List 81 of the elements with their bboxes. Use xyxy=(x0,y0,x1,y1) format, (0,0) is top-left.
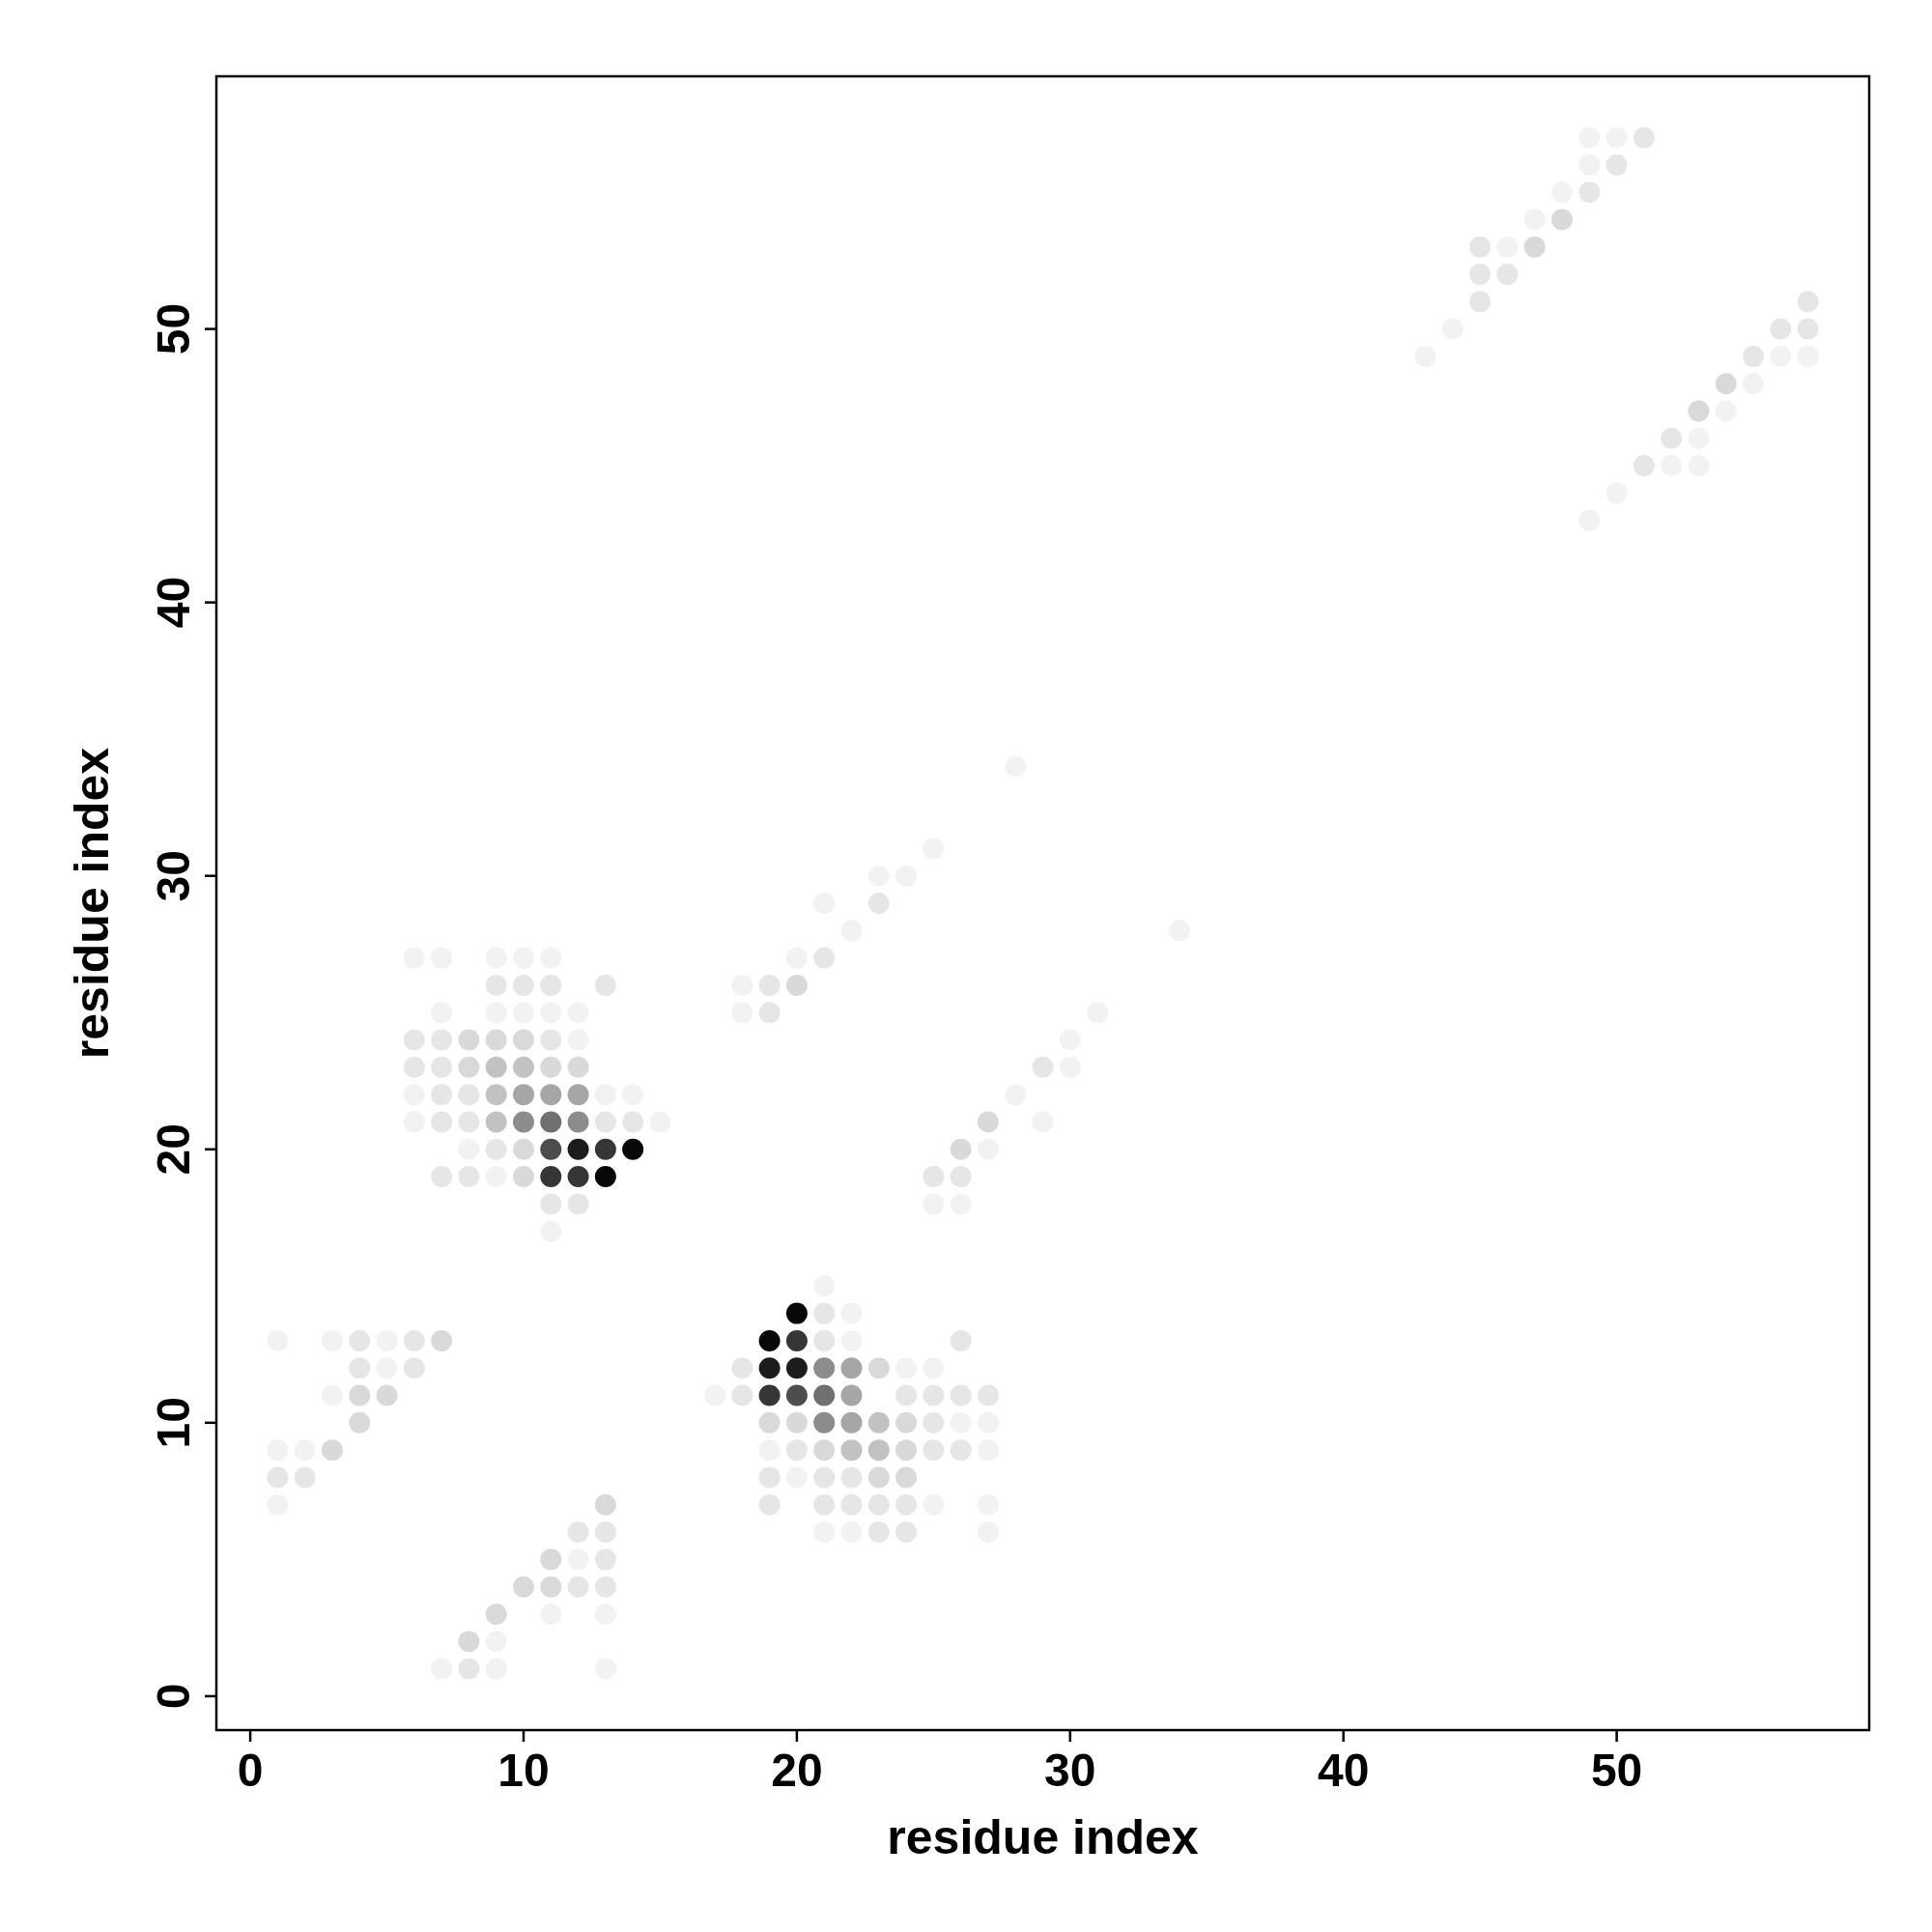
point xyxy=(785,1302,808,1324)
point xyxy=(758,1384,781,1406)
point xyxy=(840,1357,863,1379)
point xyxy=(895,1439,918,1462)
point xyxy=(540,1056,562,1078)
point xyxy=(458,1631,480,1653)
point xyxy=(485,1029,507,1051)
point xyxy=(1688,400,1710,422)
y-tick-label: 40 xyxy=(148,576,199,629)
point xyxy=(540,1111,562,1133)
y-tick-label: 20 xyxy=(148,1123,199,1176)
x-tick-label: 0 xyxy=(237,1745,264,1796)
point xyxy=(512,1166,534,1188)
x-tick-label: 40 xyxy=(1318,1745,1370,1796)
point xyxy=(431,1329,453,1351)
point xyxy=(785,1357,808,1379)
point xyxy=(540,1576,562,1598)
point xyxy=(813,1411,836,1434)
point xyxy=(1523,236,1546,258)
x-tick-label: 10 xyxy=(497,1745,550,1796)
x-tick-label: 30 xyxy=(1044,1745,1096,1796)
point xyxy=(485,1111,507,1133)
point xyxy=(512,1111,534,1133)
point xyxy=(594,1166,616,1188)
point xyxy=(785,1329,808,1351)
point xyxy=(512,1029,534,1051)
point xyxy=(622,1138,644,1160)
y-tick-label: 50 xyxy=(148,302,199,355)
point xyxy=(458,1029,480,1051)
point xyxy=(840,1384,863,1406)
point xyxy=(867,1411,890,1434)
point xyxy=(485,1084,507,1106)
y-tick-label: 10 xyxy=(148,1397,199,1449)
point xyxy=(567,1138,589,1160)
point xyxy=(485,1603,507,1625)
point xyxy=(840,1411,863,1434)
x-tick-label: 20 xyxy=(771,1745,823,1796)
point xyxy=(813,1357,836,1379)
point xyxy=(867,1466,890,1489)
point xyxy=(977,1111,999,1133)
point xyxy=(785,974,808,996)
point xyxy=(813,1384,836,1406)
point xyxy=(567,1166,589,1188)
point xyxy=(512,1056,534,1078)
point xyxy=(458,1056,480,1078)
point xyxy=(895,1466,918,1489)
point xyxy=(1551,209,1574,231)
point xyxy=(758,1357,781,1379)
point xyxy=(349,1384,371,1406)
point xyxy=(758,1329,781,1351)
y-axis-title: residue index xyxy=(65,747,119,1060)
point xyxy=(785,1411,808,1434)
point xyxy=(840,1439,863,1462)
point xyxy=(813,1439,836,1462)
point xyxy=(540,1548,562,1571)
point xyxy=(540,1138,562,1160)
point xyxy=(349,1411,371,1434)
point xyxy=(1715,373,1737,395)
point xyxy=(867,1439,890,1462)
y-tick-label: 30 xyxy=(148,850,199,902)
point xyxy=(321,1439,343,1462)
point xyxy=(512,1576,534,1598)
point xyxy=(594,1493,616,1516)
point xyxy=(376,1384,398,1406)
x-axis-title: residue index xyxy=(887,1810,1199,1864)
point xyxy=(950,1138,972,1160)
point xyxy=(867,1357,890,1379)
point xyxy=(485,1056,507,1078)
point xyxy=(540,1166,562,1188)
point xyxy=(758,1411,781,1434)
point xyxy=(567,1111,589,1133)
x-tick-label: 50 xyxy=(1590,1745,1643,1796)
point xyxy=(785,1384,808,1406)
point xyxy=(512,1138,534,1160)
point xyxy=(594,1138,616,1160)
point xyxy=(512,1084,534,1106)
point xyxy=(567,1056,589,1078)
point xyxy=(567,1084,589,1106)
point xyxy=(540,1084,562,1106)
point xyxy=(895,1411,918,1434)
y-tick-label: 0 xyxy=(148,1683,199,1710)
